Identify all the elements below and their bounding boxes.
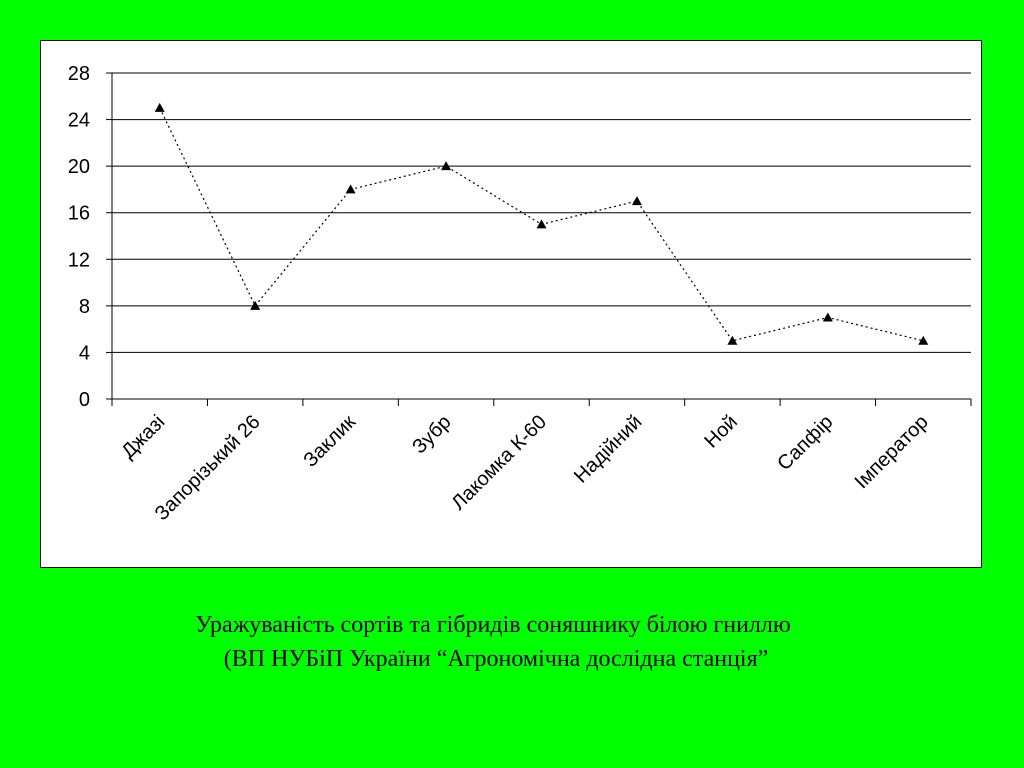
data-point-marker <box>250 300 261 310</box>
caption-line-2: (ВП НУБіП України “Агрономічна дослідна … <box>223 646 769 672</box>
y-tick-label: 24 <box>68 110 90 132</box>
caption-line-1: Уражуваність сортів та гібридів соняшник… <box>195 612 791 638</box>
data-point-marker <box>536 219 547 229</box>
y-tick-label: 8 <box>79 296 90 318</box>
x-category-label: Ной <box>700 411 742 453</box>
chart-frame: 0 4 8 12 16 20 24 28 Джазі Запорізький 26 Заклик Зу… <box>40 40 982 568</box>
x-category-label: Джазі <box>117 411 169 463</box>
x-category-label: Лакомка К-60 <box>447 411 551 515</box>
y-tick-label: 20 <box>68 156 90 178</box>
x-category-label: Сапфір <box>773 411 837 475</box>
data-point-marker <box>441 161 452 171</box>
data-point-marker <box>631 196 642 206</box>
x-category-label: Заклик <box>299 411 360 472</box>
x-category-label: Надійний <box>570 411 647 488</box>
data-point-marker <box>822 312 833 322</box>
data-point-marker <box>727 335 738 345</box>
y-tick-label: 28 <box>68 63 90 85</box>
x-category-label: Зубр <box>408 411 455 458</box>
x-category-label: Запорізький 26 <box>151 411 265 525</box>
data-point-marker <box>918 335 929 345</box>
y-tick-label: 0 <box>79 389 90 411</box>
y-tick-label: 4 <box>79 342 90 364</box>
data-point-marker <box>345 184 356 194</box>
x-category-label: Імператор <box>851 411 933 493</box>
y-tick-label: 12 <box>68 249 90 271</box>
data-point-marker <box>154 102 165 112</box>
y-tick-label: 16 <box>68 203 90 225</box>
